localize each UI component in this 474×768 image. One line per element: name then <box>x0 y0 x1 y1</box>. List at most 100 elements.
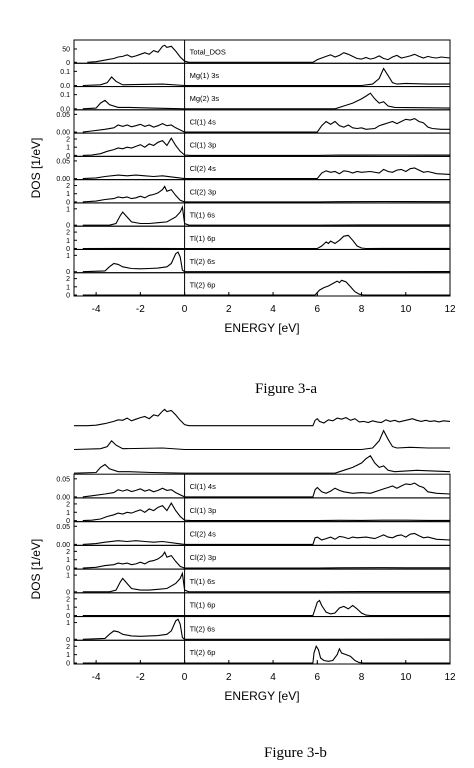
x-tick-label: 12 <box>444 672 456 683</box>
y-tick-label: 0 <box>66 223 70 230</box>
series-line <box>82 618 451 640</box>
series-line <box>82 185 451 203</box>
panel-label: Cl(2) 3p <box>190 553 217 562</box>
panel-label: Tl(2) 6p <box>190 280 216 289</box>
y-tick-label: 50 <box>62 46 70 53</box>
y-tick-label: 1 <box>66 238 70 245</box>
series-line <box>82 571 450 593</box>
panel-frame <box>73 544 451 570</box>
x-tick-label: 6 <box>315 672 321 683</box>
x-tick-label: 8 <box>359 304 365 315</box>
y-tick-label: 0.00 <box>56 130 70 137</box>
panel-label: Cl(2) 4s <box>190 164 217 173</box>
y-tick-label: 0 <box>66 153 70 160</box>
series-line <box>82 205 450 226</box>
chart-b <box>73 408 451 665</box>
panel-frame <box>73 155 451 181</box>
y-tick-label: 0 <box>66 269 70 276</box>
series-line <box>82 599 450 617</box>
panel-label: Total_DOS <box>190 48 226 57</box>
y-tick-label: 0 <box>66 589 70 596</box>
series-line <box>82 532 451 545</box>
headless-series-line <box>74 408 451 427</box>
y-tick-label: 0.00 <box>56 176 70 183</box>
y-tick-label: 1 <box>66 557 70 564</box>
panel-label: Tl(1) 6s <box>190 577 216 586</box>
y-tick-label: 0.00 <box>56 542 70 549</box>
y-tick-label: 2 <box>66 644 70 651</box>
y-tick-label: 0 <box>66 566 70 573</box>
series-line <box>82 482 451 498</box>
y-tick-label: 0 <box>66 613 70 620</box>
panel-label: Cl(2) 4s <box>190 530 217 539</box>
panel-label: Cl(1) 3p <box>190 141 217 150</box>
y-tick-label: 0 <box>66 661 70 668</box>
x-tick-label: 10 <box>400 672 412 683</box>
y-tick-label: 0 <box>66 293 70 300</box>
y-tick-label: 2 <box>66 596 70 603</box>
y-tick-label: 0.1 <box>60 92 70 99</box>
panel-frame <box>73 568 451 594</box>
series-line <box>87 44 451 63</box>
series-line <box>82 502 450 522</box>
headless-series-line <box>73 429 450 451</box>
y-tick-label: 0 <box>66 246 70 253</box>
series-line <box>82 279 450 296</box>
figure-caption-b: Figure 3-b <box>264 745 327 761</box>
panel-label: Cl(1) 3p <box>190 506 217 515</box>
x-tick-label: 4 <box>270 304 276 315</box>
x-tick-label: 2 <box>226 672 232 683</box>
y-tick-label: 1 <box>66 145 70 152</box>
panel-label: Cl(2) 3p <box>190 187 217 196</box>
y-tick-label: 1 <box>66 284 70 291</box>
panel-frame <box>73 272 451 297</box>
x-tick-label: -2 <box>136 672 145 683</box>
panel-label: Mg(1) 3s <box>190 71 220 80</box>
panel-frame <box>73 497 451 523</box>
headless-series-line <box>73 455 451 474</box>
figure-caption-a: Figure 3-a <box>255 381 318 397</box>
panel-frame <box>73 39 451 64</box>
y-tick-label: 2 <box>66 183 70 190</box>
y-tick-label: 1 <box>66 605 70 612</box>
y-tick-label: 0.05 <box>56 524 70 531</box>
x-tick-label: 0 <box>182 304 188 315</box>
panel-label: Cl(1) 4s <box>190 117 217 126</box>
series-line <box>82 67 450 87</box>
y-axis-label: DOS [1/eV] <box>29 539 43 600</box>
panel-label: Tl(2) 6s <box>190 257 216 266</box>
panel-frame <box>73 225 451 250</box>
x-tick-label: 4 <box>270 672 276 683</box>
panel-frame <box>73 616 451 641</box>
y-tick-label: 2 <box>66 137 70 144</box>
panel-frame <box>73 248 451 274</box>
series-line <box>82 551 450 569</box>
y-tick-label: 1 <box>66 253 70 260</box>
x-tick-label: -4 <box>92 672 101 683</box>
panel-label: Tl(1) 6s <box>190 211 216 220</box>
series-line <box>82 92 451 110</box>
y-tick-label: 2 <box>66 549 70 556</box>
y-tick-label: 0 <box>66 60 70 67</box>
y-axis-label: DOS [1/eV] <box>29 138 43 199</box>
y-tick-label: 0.05 <box>56 158 70 165</box>
y-tick-label: 1 <box>66 206 70 213</box>
y-tick-label: 0.00 <box>56 494 70 501</box>
y-tick-label: 2 <box>66 501 70 508</box>
panel-label: Mg(2) 3s <box>190 94 220 103</box>
y-tick-label: 1 <box>66 573 70 580</box>
y-tick-label: 0.05 <box>56 476 70 483</box>
panel-label: Tl(1) 6p <box>190 234 216 243</box>
y-tick-label: 0.05 <box>56 112 70 119</box>
series-line <box>82 137 450 156</box>
series-line <box>82 645 450 664</box>
panel-frame <box>73 639 451 665</box>
series-line <box>82 167 451 180</box>
x-tick-label: 2 <box>226 304 232 315</box>
x-tick-label: -2 <box>136 304 145 315</box>
y-tick-label: 0 <box>66 199 70 206</box>
panel-frame <box>73 202 451 227</box>
y-tick-label: 1 <box>66 191 70 198</box>
y-tick-label: 2 <box>66 276 70 283</box>
series-line <box>82 234 451 250</box>
